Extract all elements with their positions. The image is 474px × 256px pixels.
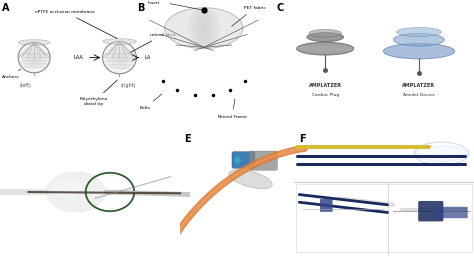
Ellipse shape: [28, 51, 40, 64]
Ellipse shape: [21, 45, 47, 70]
Ellipse shape: [229, 170, 272, 189]
Text: A: A: [2, 3, 9, 13]
FancyBboxPatch shape: [320, 199, 333, 212]
Text: LAA: LAA: [73, 55, 83, 60]
Ellipse shape: [307, 33, 344, 41]
Text: Nitinol Frame: Nitinol Frame: [218, 99, 247, 119]
Ellipse shape: [109, 48, 129, 67]
Ellipse shape: [193, 10, 207, 46]
Ellipse shape: [383, 47, 455, 55]
Text: C: C: [276, 3, 283, 13]
Ellipse shape: [113, 51, 126, 64]
Text: LA: LA: [144, 55, 150, 60]
Ellipse shape: [102, 39, 137, 44]
Text: ePTFE occlusion membrane: ePTFE occlusion membrane: [35, 10, 117, 38]
Text: AMPLATZER: AMPLATZER: [309, 83, 342, 88]
Text: B: B: [137, 3, 145, 13]
Ellipse shape: [164, 8, 243, 49]
Ellipse shape: [197, 10, 211, 46]
Text: (left): (left): [20, 83, 31, 88]
Ellipse shape: [25, 48, 44, 67]
Ellipse shape: [297, 42, 354, 55]
Text: retinal strut: retinal strut: [130, 33, 176, 52]
Text: Threaded
Insert: Threaded Insert: [144, 0, 201, 10]
Ellipse shape: [189, 10, 203, 46]
Ellipse shape: [383, 44, 455, 59]
Ellipse shape: [297, 46, 354, 52]
Text: F: F: [299, 134, 306, 144]
Text: E: E: [184, 134, 191, 144]
Ellipse shape: [204, 10, 219, 46]
Ellipse shape: [397, 27, 441, 36]
FancyBboxPatch shape: [249, 151, 277, 170]
Text: (right): (right): [120, 83, 136, 88]
Ellipse shape: [102, 41, 137, 74]
Ellipse shape: [18, 42, 50, 73]
Text: Anchors: Anchors: [2, 69, 20, 79]
Ellipse shape: [201, 10, 215, 46]
Ellipse shape: [106, 45, 133, 70]
Ellipse shape: [235, 157, 241, 163]
Ellipse shape: [309, 29, 341, 37]
Text: PET fabric: PET fabric: [232, 6, 265, 26]
Text: Amulet Device: Amulet Device: [403, 93, 435, 97]
FancyBboxPatch shape: [418, 201, 443, 221]
FancyBboxPatch shape: [232, 152, 255, 168]
Text: Bolts: Bolts: [140, 94, 162, 110]
Ellipse shape: [18, 40, 50, 45]
Ellipse shape: [393, 33, 445, 46]
FancyBboxPatch shape: [296, 184, 472, 252]
Ellipse shape: [46, 172, 106, 212]
Text: AMPLATZER: AMPLATZER: [402, 83, 436, 88]
Ellipse shape: [52, 179, 81, 198]
Text: Polyethylene
distal tip: Polyethylene distal tip: [80, 80, 118, 106]
Text: D: D: [6, 134, 14, 144]
Text: Cardiac Plug: Cardiac Plug: [311, 93, 339, 97]
FancyBboxPatch shape: [433, 207, 468, 218]
Ellipse shape: [415, 146, 469, 161]
